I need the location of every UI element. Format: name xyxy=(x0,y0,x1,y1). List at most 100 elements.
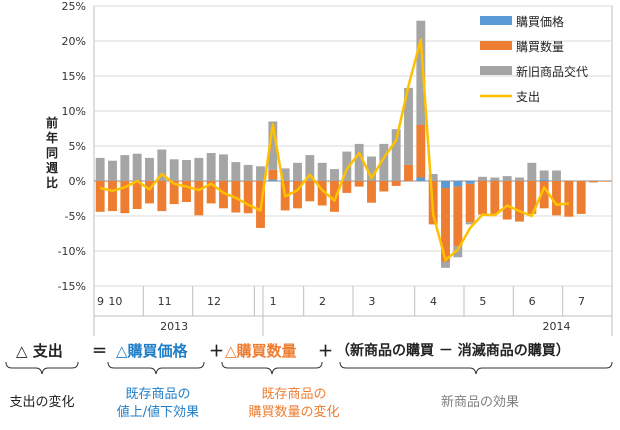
bar xyxy=(441,181,450,188)
bar xyxy=(552,170,561,181)
bar xyxy=(157,181,167,212)
formula-quantity: △購買数量 xyxy=(225,342,297,360)
bar xyxy=(330,181,339,212)
y-tick-label: -15% xyxy=(58,280,86,293)
legend-swatch xyxy=(480,66,512,75)
bar xyxy=(441,261,450,268)
x-month-label: 6 xyxy=(529,295,536,308)
bar xyxy=(391,129,401,181)
legend-label: 購買数量 xyxy=(516,39,564,54)
bar xyxy=(219,181,228,209)
formula-equals: ＝ xyxy=(92,342,108,360)
x-year-label: 2014 xyxy=(543,320,571,333)
bar xyxy=(354,181,364,187)
brace-quantity xyxy=(221,361,323,375)
legend-swatch xyxy=(480,16,512,25)
bar xyxy=(256,166,265,181)
bar xyxy=(416,125,426,178)
y-axis-title-char: 前 xyxy=(45,116,58,130)
bar xyxy=(453,181,463,187)
spending-line xyxy=(99,38,569,262)
bar xyxy=(564,181,574,217)
bar xyxy=(268,179,278,181)
formula-spending: △ 支出 xyxy=(16,342,63,360)
bar xyxy=(465,222,475,225)
y-tick-label: 20% xyxy=(62,35,86,48)
bar xyxy=(367,156,376,181)
bar xyxy=(132,181,142,209)
bar xyxy=(404,87,413,165)
bar xyxy=(243,181,253,214)
y-tick-label: -10% xyxy=(58,245,86,258)
bar xyxy=(342,151,352,181)
y-tick-label: -5% xyxy=(65,210,86,223)
x-month-label: 5 xyxy=(479,295,486,308)
bar xyxy=(453,246,463,258)
bar xyxy=(243,164,253,181)
bar xyxy=(428,174,438,181)
bar xyxy=(354,143,364,181)
brace-spending xyxy=(5,361,79,375)
y-tick-label: 25% xyxy=(62,0,86,13)
bar xyxy=(120,181,130,214)
bar xyxy=(404,164,413,181)
bar xyxy=(330,169,339,181)
bar xyxy=(120,155,130,181)
y-axis-title-char: 年 xyxy=(45,131,58,145)
bar xyxy=(169,159,179,181)
bar xyxy=(465,181,475,184)
formula-braces xyxy=(5,361,613,375)
bar xyxy=(169,181,179,205)
bar xyxy=(552,181,561,216)
x-month-label: 2 xyxy=(319,295,326,308)
bar xyxy=(527,162,537,181)
x-month-label: 11 xyxy=(158,295,172,308)
x-month-label: 3 xyxy=(368,295,375,308)
bar xyxy=(231,162,241,181)
desc-spending: 支出の変化 xyxy=(9,395,75,410)
bar xyxy=(280,168,290,181)
bar xyxy=(539,179,549,181)
bar xyxy=(293,162,302,181)
x-month-label: 4 xyxy=(430,295,437,308)
formula-new-products: （新商品の購買 － 消滅商品の購買） xyxy=(336,343,570,359)
bar xyxy=(293,181,302,209)
bar xyxy=(527,181,537,214)
legend-label: 支出 xyxy=(516,90,540,104)
bar xyxy=(490,177,500,181)
bar xyxy=(490,181,500,214)
bar xyxy=(305,155,315,181)
y-tick-label: 5% xyxy=(69,140,86,153)
y-axis-title-char: 比 xyxy=(45,176,58,190)
x-month-label: 1 xyxy=(270,295,277,308)
desc-quantity: 既存商品の 購買数量の変化 xyxy=(248,387,340,420)
bar xyxy=(478,176,487,181)
formula-plus-2: ＋ xyxy=(318,342,334,360)
bar xyxy=(539,181,549,209)
brace-new xyxy=(339,361,613,375)
chart-svg: 25%20%15%10%5%0%-5%-10%-15%9 10 11 12 1 2 3 4 5 6… xyxy=(58,0,613,336)
bar xyxy=(416,20,426,126)
bar xyxy=(95,181,105,212)
brace-price xyxy=(107,361,205,375)
bar xyxy=(145,181,154,204)
bar xyxy=(379,181,389,192)
bar xyxy=(194,181,204,216)
bar xyxy=(194,157,204,181)
bar xyxy=(182,181,191,202)
bar xyxy=(182,160,191,181)
x-month-label: 10 xyxy=(108,295,122,308)
bar xyxy=(391,181,401,186)
formula-price: △購買価格 xyxy=(116,342,188,360)
desc-new-products: 新商品の効果 xyxy=(440,395,519,410)
bar xyxy=(515,177,524,181)
y-axis-title-char: 同 xyxy=(45,146,58,160)
formula-plus-1: ＋ xyxy=(209,342,225,360)
bar xyxy=(145,157,154,181)
x-month-label: 12 xyxy=(207,295,221,308)
bar xyxy=(465,183,475,223)
bar xyxy=(108,181,117,212)
bar xyxy=(268,121,278,170)
bar xyxy=(317,181,327,206)
desc-price: 既存商品の 値上/値下効果 xyxy=(116,387,200,420)
